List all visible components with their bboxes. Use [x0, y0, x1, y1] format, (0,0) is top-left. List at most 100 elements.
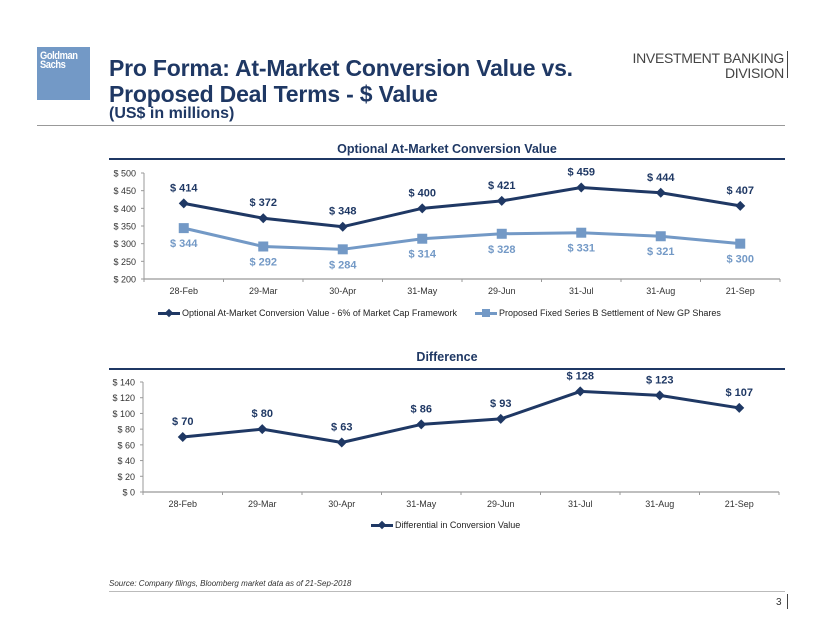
data-point-diamond — [177, 432, 188, 442]
data-point-diamond — [337, 221, 348, 232]
data-point-diamond — [495, 413, 506, 424]
data-label: $ 331 — [567, 243, 595, 255]
data-label: $ 93 — [490, 398, 511, 410]
x-tick-label: 28-Feb — [168, 499, 197, 509]
page-number-divider — [787, 594, 788, 609]
data-point-square — [576, 227, 587, 238]
y-tick-label: $ 40 — [117, 456, 135, 466]
data-label: $ 123 — [646, 374, 674, 386]
y-tick-label: $ 100 — [112, 409, 135, 419]
division-divider — [787, 51, 788, 78]
data-point-square — [417, 233, 428, 244]
data-point-diamond — [735, 200, 746, 211]
y-tick-label: $ 140 — [112, 378, 135, 388]
data-point-diamond — [655, 187, 666, 198]
y-tick-label: $ 350 — [113, 222, 136, 232]
y-tick-label: $ 500 — [113, 169, 136, 179]
legend-label-fixed-series-b: Proposed Fixed Series B Settlement of Ne… — [498, 308, 721, 318]
x-tick-label: 21-Sep — [726, 286, 755, 296]
source-note: Source: Company filings, Bloomberg marke… — [109, 579, 352, 588]
logo-line-2: Sachs — [40, 59, 66, 71]
data-point-square — [337, 244, 348, 255]
y-tick-label: $ 450 — [113, 186, 136, 196]
data-label: $ 284 — [329, 259, 357, 271]
data-label: $ 70 — [172, 416, 193, 428]
data-point-diamond — [417, 203, 428, 214]
goldman-sachs-logo: Goldman Sachs — [37, 47, 90, 100]
series-line-1 — [183, 185, 741, 229]
y-tick-label: $ 400 — [113, 204, 136, 214]
y-tick-label: $ 80 — [117, 425, 135, 435]
data-point-diamond — [654, 390, 665, 401]
page-title: Pro Forma: At-Market Conversion Value vs… — [109, 55, 573, 107]
x-tick-label: 31-May — [407, 286, 438, 296]
data-point-diamond — [575, 386, 586, 397]
legend-swatch-square-lightblue — [474, 308, 497, 318]
x-tick-label: 28-Feb — [169, 286, 198, 296]
data-label: $ 86 — [411, 403, 432, 415]
data-label: $ 321 — [647, 246, 675, 258]
y-tick-label: $ 200 — [113, 275, 136, 285]
data-point-diamond — [496, 195, 507, 206]
data-point-square — [178, 223, 189, 234]
legend-swatch-diamond-navy — [371, 520, 393, 530]
data-point-square — [735, 238, 746, 249]
data-point-diamond — [336, 437, 347, 448]
x-tick-label: 29-Mar — [249, 286, 278, 296]
chart-1-title-rule — [109, 158, 785, 160]
data-point-diamond — [576, 182, 587, 193]
series-line-1 — [182, 389, 740, 444]
division-label-line-1: INVESTMENT BANKING — [632, 50, 785, 66]
data-label: $ 344 — [170, 238, 198, 250]
data-label: $ 372 — [249, 197, 277, 209]
page-title-line-2: Proposed Deal Terms - $ Value — [109, 81, 438, 107]
x-tick-label: 31-Jul — [569, 286, 594, 296]
x-tick-label: 29-Mar — [248, 499, 277, 509]
y-tick-label: $ 120 — [112, 393, 135, 403]
x-tick-label: 31-Jul — [568, 499, 593, 509]
data-label: $ 400 — [408, 187, 436, 199]
y-tick-label: $ 60 — [117, 440, 135, 450]
x-tick-label: 31-Aug — [645, 499, 674, 509]
data-label: $ 421 — [488, 180, 516, 192]
x-tick-label: 31-May — [406, 499, 437, 509]
x-tick-label: 29-Jun — [488, 286, 516, 296]
data-point-diamond — [416, 419, 427, 430]
data-point-square — [496, 228, 507, 239]
chart-2-legend: Differential in Conversion Value — [371, 520, 520, 530]
chart-1-title: Optional At-Market Conversion Value — [337, 142, 557, 156]
data-point-diamond — [734, 402, 745, 413]
x-tick-label: 30-Apr — [329, 286, 356, 296]
data-label: $ 300 — [726, 254, 754, 266]
data-point-diamond — [258, 213, 269, 224]
chart-1-legend: Optional At-Market Conversion Value - 6%… — [158, 308, 721, 318]
header-rule — [37, 125, 785, 126]
legend-swatch-diamond-navy — [158, 308, 180, 318]
division-label-line-2: DIVISION — [724, 65, 784, 81]
data-label: $ 292 — [249, 256, 277, 268]
x-tick-label: 21-Sep — [725, 499, 754, 509]
data-label: $ 314 — [408, 249, 436, 261]
page-subtitle: (US$ in millions) — [109, 105, 235, 122]
data-label: $ 407 — [726, 185, 754, 197]
data-label: $ 80 — [252, 408, 273, 420]
y-tick-label: $ 300 — [113, 239, 136, 249]
data-point-square — [258, 241, 269, 252]
data-point-square — [655, 231, 666, 242]
x-tick-label: 30-Apr — [328, 499, 355, 509]
page-title-line-1: Pro Forma: At-Market Conversion Value vs… — [109, 55, 573, 81]
chart-1-plot: $ 200 $ 250 $ 300 $ 350 $ 400 $ 450 $ 500 28-Fe… — [113, 166, 781, 296]
division-label: INVESTMENT BANKING DIVISION — [632, 50, 785, 81]
data-label: $ 414 — [170, 182, 198, 194]
chart-2-title: Difference — [416, 350, 478, 364]
data-label: $ 444 — [647, 172, 675, 184]
data-point-diamond — [257, 424, 268, 435]
data-label: $ 459 — [567, 166, 595, 178]
y-tick-label: $ 250 — [113, 257, 136, 267]
series-line-2 — [183, 226, 741, 251]
page-number: 3 — [776, 597, 782, 608]
data-label: $ 107 — [725, 387, 753, 399]
y-tick-label: $ 20 — [117, 472, 135, 482]
logo-line-1: Goldman — [40, 50, 78, 62]
chart-2-plot: $ 0 $ 20 $ 40 $ 60 $ 80 $ 100 $ 120 $ 140 28-Feb… — [112, 370, 780, 509]
